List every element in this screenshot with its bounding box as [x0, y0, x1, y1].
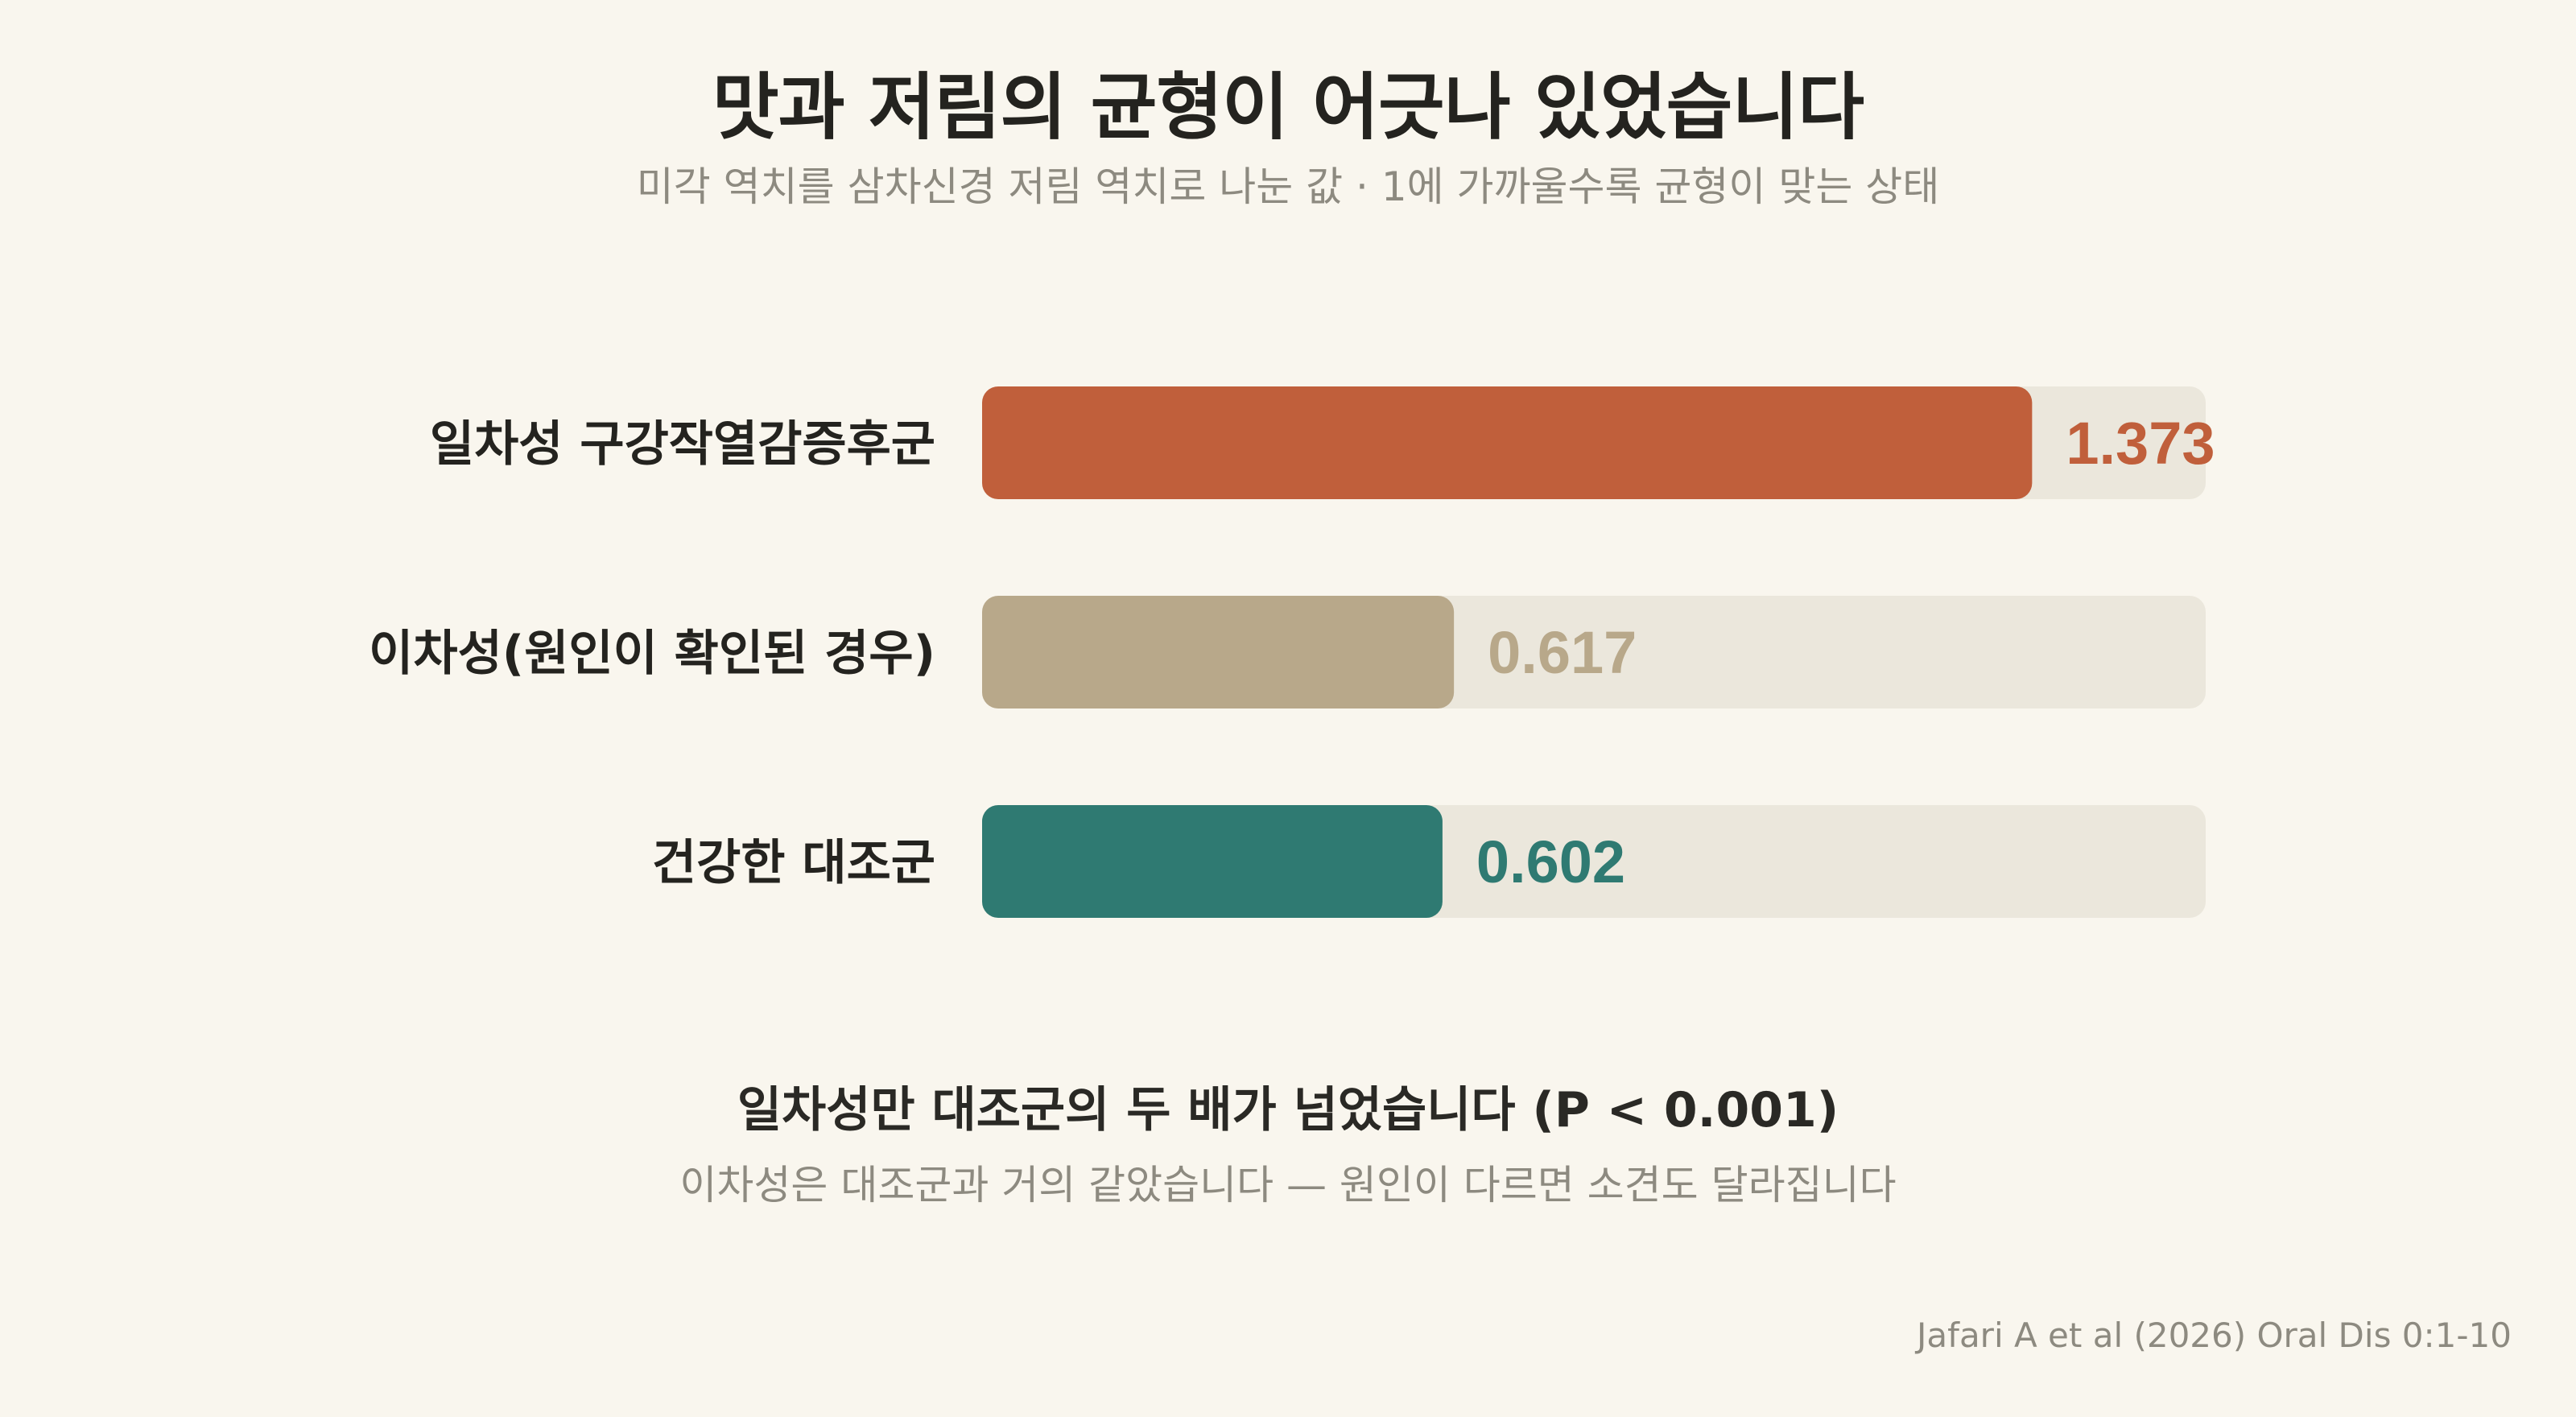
conclusion-subtext: 이차성은 대조군과 거의 같았습니다 — 원인이 다르면 소견도 달라집니다: [679, 1162, 1897, 1208]
value-label: 0.602: [1476, 828, 1625, 895]
value-label: 0.617: [1488, 619, 1637, 686]
category-label: 건강한 대조군: [652, 835, 935, 891]
bar: [982, 386, 2033, 499]
category-label: 일차성 구강작열감증후군: [430, 416, 935, 473]
conclusion-text: 일차성만 대조군의 두 배가 넘었습니다 (P < 0.001): [737, 1082, 1839, 1138]
value-label: 1.373: [2066, 410, 2215, 477]
bar: [982, 805, 1443, 918]
chart-subtitle: 미각 역치를 삼차신경 저림 역치로 나눈 값 · 1에 가까울수록 균형이 맞…: [636, 163, 1940, 210]
category-label: 이차성(원인이 확인된 경우): [369, 626, 935, 682]
bar: [982, 596, 1455, 708]
source-citation: Jafari A et al (2026) Oral Dis 0:1-10: [1917, 1316, 2512, 1355]
chart-title: 맛과 저림의 균형이 어긋나 있었습니다: [712, 65, 1864, 150]
